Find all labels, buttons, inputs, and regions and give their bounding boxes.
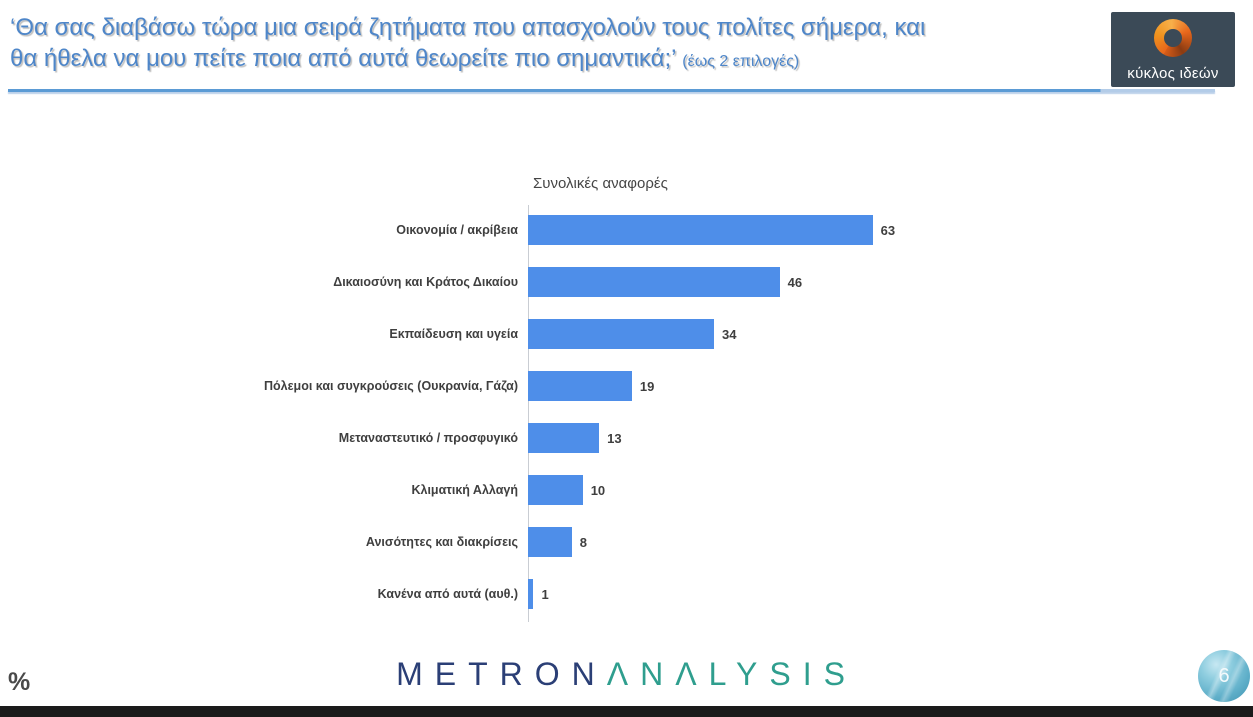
bottom-bar: [0, 706, 1253, 717]
percent-unit-label: %: [8, 668, 31, 696]
title-line-1: ‘Θα σας διαβάσω τώρα μια σειρά ζητήματα …: [10, 14, 926, 41]
value-label: 34: [721, 326, 737, 342]
chart-row: Εκπαίδευση και υγεία 34: [0, 319, 1253, 349]
value-label: 10: [590, 482, 606, 498]
bar-chart: Οικονομία / ακρίβεια 63 Δικαιοσύνη και Κρά…: [0, 205, 1253, 631]
chart-row: Μεταναστευτικό / προσφυγικό 13: [0, 423, 1253, 453]
value-label: 13: [607, 430, 622, 446]
chart-row: Ανισότητες και διακρίσεις 8: [0, 527, 1253, 557]
bar: [528, 423, 600, 453]
title-subtitle: (έως 2 επιλογές): [682, 53, 800, 70]
bar: [528, 475, 583, 505]
chart-row: Πόλεμοι και συγκρούσεις (Ουκρανία, Γάζα)…: [0, 371, 1253, 401]
bar: [528, 527, 572, 557]
category-label: Κανένα από αυτά (αυθ.): [377, 587, 518, 601]
page-title: ‘Θα σας διαβάσω τώρα μια σειρά ζητήματα …: [10, 12, 1105, 77]
value-label: 1: [541, 586, 549, 602]
category-label: Πόλεμοι και συγκρούσεις (Ουκρανία, Γάζα): [264, 379, 518, 393]
bar: [528, 371, 632, 401]
value-label: 63: [880, 222, 896, 238]
chart-title: Συνολικές αναφορές: [533, 175, 668, 192]
bar: [528, 579, 534, 609]
value-label: 19: [639, 378, 655, 394]
chart-row: Κανένα από αυτά (αυθ.) 1: [0, 579, 1253, 609]
category-label: Ανισότητες και διακρίσεις: [365, 535, 518, 549]
kyklos-ideon-logo-label: κύκλος ιδεών: [1127, 65, 1219, 82]
bar: [528, 319, 714, 349]
value-label: 46: [787, 274, 803, 290]
category-label: Μεταναστευτικό / προσφυγικό: [338, 431, 518, 445]
category-label: Κλιματική Αλλαγή: [411, 483, 518, 497]
category-label: Δικαιοσύνη και Κράτος Δικαίου: [333, 275, 518, 289]
title-line-2: θα ήθελα να μου πείτε ποια από αυτά θεωρ…: [10, 45, 676, 72]
chart-row: Κλιματική Αλλαγή 10: [0, 475, 1253, 505]
metron-analysis-logo: METRONΛNΛLYSIS: [0, 656, 1253, 693]
bar: [528, 267, 780, 297]
chart-row: Οικονομία / ακρίβεια 63: [0, 215, 1253, 245]
page-number: 6: [1218, 664, 1230, 687]
bar: [528, 215, 873, 245]
chart-row: Δικαιοσύνη και Κράτος Δικαίου 46: [0, 267, 1253, 297]
swirl-circle-icon: [1154, 19, 1192, 57]
metron-logo-part: METRON: [396, 656, 607, 692]
kyklos-ideon-logo: κύκλος ιδεών: [1111, 12, 1235, 87]
value-label: 8: [579, 534, 587, 550]
page-number-badge: 6: [1198, 650, 1250, 702]
header-divider: [8, 89, 1215, 92]
category-label: Οικονομία / ακρίβεια: [396, 223, 518, 237]
category-label: Εκπαίδευση και υγεία: [389, 327, 518, 341]
metron-logo-part: ΛNΛLYSIS: [606, 656, 857, 692]
